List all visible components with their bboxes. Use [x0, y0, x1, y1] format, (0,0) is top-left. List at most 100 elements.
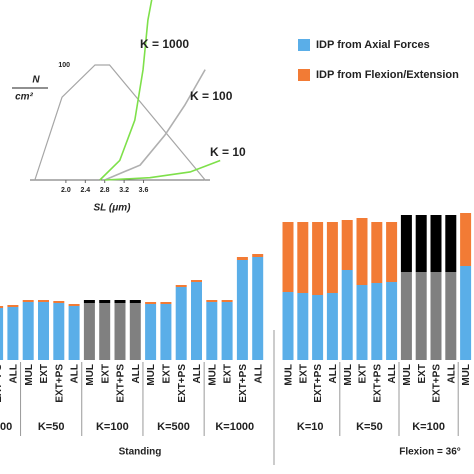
bar-segment [415, 272, 427, 360]
bar-segment [415, 215, 427, 272]
bar-segment [326, 222, 338, 293]
category-label: EXT [298, 364, 309, 383]
bar-segment [236, 260, 248, 360]
category-label: ALL [192, 364, 203, 383]
bar-segment [175, 287, 187, 360]
bar-segment [175, 285, 187, 287]
legend-swatch [298, 69, 310, 81]
category-label: ALL [387, 364, 398, 383]
bar-segment [400, 272, 412, 360]
bar-segment [53, 301, 65, 303]
curve-label: K = 100 [190, 89, 233, 103]
bar-segment [68, 306, 80, 360]
legend-swatch [298, 39, 310, 51]
category-label: EXT+PS [238, 364, 249, 403]
category-label: MUL [207, 364, 218, 386]
x-tick-label: 2.4 [80, 187, 90, 194]
category-label: MUL [284, 364, 295, 386]
category-label: EXT [100, 364, 111, 383]
bar-segment [252, 257, 264, 360]
bar-segment [53, 303, 65, 360]
bar-segment [160, 302, 172, 304]
y-axis-label: N [32, 75, 40, 86]
section-label: Flexion = 36° [399, 447, 461, 458]
curve [104, 69, 206, 181]
category-label: EXT+PS [432, 364, 443, 403]
category-label: MUL [146, 364, 157, 386]
category-label: EXT+PS [116, 364, 127, 403]
category-label: EXT+PS [313, 364, 324, 403]
category-label: MUL [343, 364, 354, 386]
y-axis-label: cm² [15, 92, 33, 103]
y-tick-label: 100 [58, 62, 70, 69]
category-label: EXT+PS [54, 364, 65, 403]
bar-segment [160, 304, 172, 360]
section-label: Standing [119, 447, 162, 458]
bar-segment [356, 218, 368, 285]
bar-segment [252, 254, 264, 257]
category-label: EXT [162, 364, 173, 383]
bar-segment [297, 222, 309, 293]
group-label: K=100 [96, 421, 129, 433]
bar-segment [282, 222, 294, 292]
category-label: ALL [70, 364, 81, 383]
bar-segment [445, 272, 457, 360]
bar-segment [38, 300, 49, 302]
bar-segment [0, 308, 4, 360]
bar-segment [445, 215, 457, 272]
category-label: EXT [39, 364, 50, 383]
x-tick-label: 3.6 [139, 187, 149, 194]
category-label: MUL [461, 364, 472, 386]
category-label: MUL [402, 364, 413, 386]
bar-segment [460, 213, 472, 266]
group-label: K=1000 [215, 421, 254, 433]
bar-segment [221, 302, 233, 360]
bar-segment [386, 222, 398, 282]
bar-segment [282, 292, 294, 360]
bar-segment [430, 215, 442, 272]
curve [34, 64, 206, 181]
bar-segment [114, 303, 126, 360]
bar-segment [326, 293, 338, 360]
curve [99, 0, 153, 181]
x-tick-label: 3.2 [119, 187, 129, 194]
category-label: ALL [328, 364, 339, 383]
bar-segment [236, 257, 248, 260]
bar-segment [22, 300, 34, 302]
group-label: K=100 [412, 421, 445, 433]
bar-segment [129, 303, 141, 360]
bar-segment [114, 300, 126, 303]
legend-label: IDP from Flexion/Extension [316, 69, 459, 81]
bar-segment [221, 300, 233, 302]
bar-segment [206, 300, 218, 302]
x-tick-label: 2.0 [61, 187, 71, 194]
curve-label: K = 1000 [140, 37, 189, 51]
bar-segment [430, 272, 442, 360]
bar-segment [68, 304, 80, 306]
category-label: MUL [85, 364, 96, 386]
bar-segment [191, 280, 202, 282]
category-label: EXT+PS [0, 364, 4, 403]
bar-segment [38, 302, 49, 360]
group-label: K=50 [38, 421, 65, 433]
bar-segment [371, 222, 383, 283]
bar-segment [356, 285, 368, 360]
bar-segment [145, 302, 157, 304]
x-axis-label: SL (μm) [94, 203, 132, 214]
group-label: K=10 [297, 421, 324, 433]
bar-segment [7, 305, 19, 307]
bar-segment [191, 282, 202, 360]
bar-segment [99, 300, 111, 303]
category-label: EXT [417, 364, 428, 383]
bar-segment [145, 304, 157, 360]
category-label: ALL [253, 364, 264, 383]
x-tick-label: 2.8 [100, 187, 110, 194]
bar-segment [99, 303, 111, 360]
bar-segment [7, 307, 19, 360]
curve-label: K = 10 [210, 145, 246, 159]
bar-segment [83, 300, 95, 303]
bar-segment [297, 293, 309, 360]
bar-segment [371, 283, 383, 360]
category-label: ALL [131, 364, 142, 383]
